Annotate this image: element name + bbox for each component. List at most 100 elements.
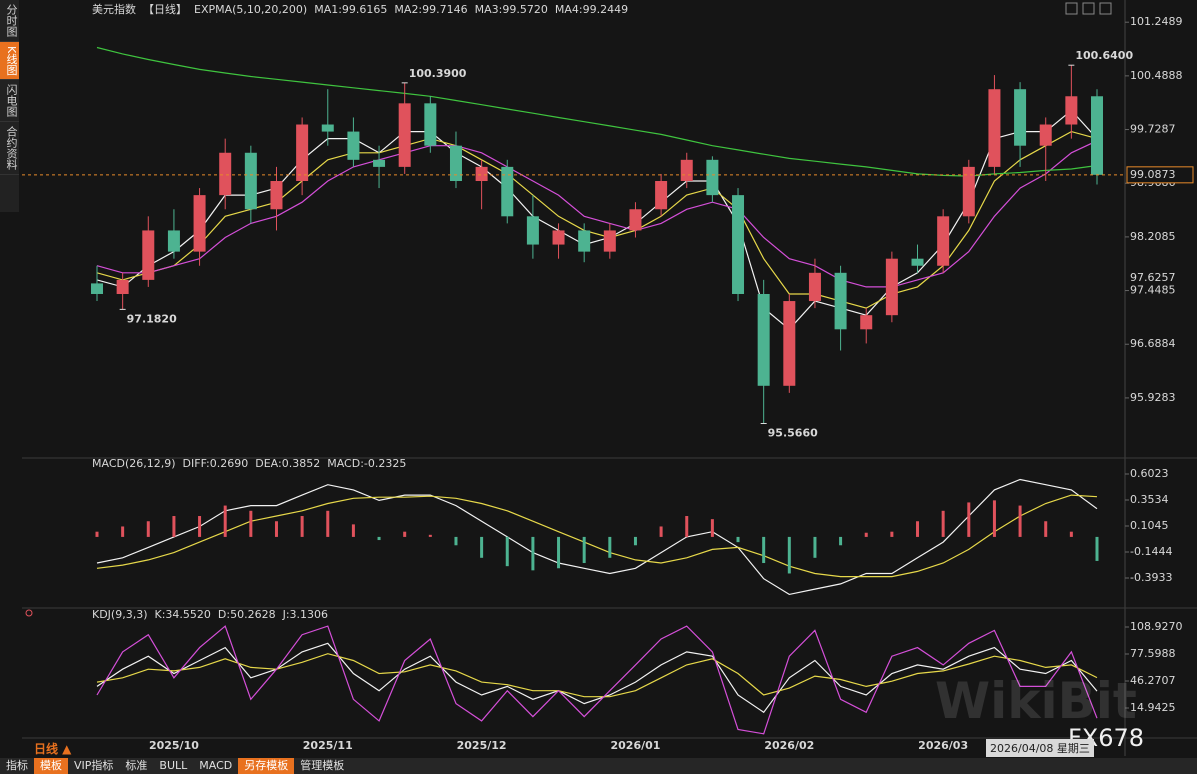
toolbar-button[interactable]: 另存模板 [238, 758, 295, 774]
toolbar-button[interactable]: 模板 [34, 758, 68, 774]
macd-bar [582, 536, 586, 564]
side-tabs: 分时图 K线图 闪电图 合约资料 [0, 0, 19, 212]
y-tick-label: 100.4888 [1130, 69, 1183, 82]
candle-body [347, 131, 360, 160]
candle-body [398, 103, 411, 167]
candle-body [91, 283, 103, 294]
indicator-line [96, 653, 1098, 698]
macd-bar [557, 536, 561, 569]
toolbar-button[interactable]: 标准 [125, 759, 148, 772]
toolbar-button[interactable]: VIP指标 [74, 759, 114, 772]
macd-bar [916, 521, 920, 537]
indicator-line [96, 140, 1098, 288]
x-tick-label: 2026/03 [918, 739, 968, 752]
candle-body [783, 301, 796, 386]
macd-bar [351, 524, 355, 537]
toolbar: 指标 模板 VIP指标 标准 BULL MACD 另存模板 管理模板 [0, 758, 1197, 774]
legend-text: K:34.5520 [155, 608, 211, 621]
macd-bar [326, 510, 330, 537]
legend-text: MA4:99.2449 [555, 3, 628, 16]
legend-text: 美元指数 [92, 2, 136, 16]
candle-body [296, 124, 309, 182]
macd-bar [480, 536, 484, 558]
macd-bar [633, 536, 637, 546]
y-tick-label: 46.2707 [1130, 674, 1176, 687]
cursor-price-label: 97.6257 [1130, 271, 1176, 284]
indicator-line [96, 478, 1098, 596]
period-selector[interactable]: 日线 ▲ [34, 742, 72, 756]
y-tick-label: 101.2489 [1130, 15, 1183, 28]
macd-bar [710, 519, 714, 537]
y-tick-label: 96.6884 [1130, 337, 1176, 350]
last-price-label: 99.0873 [1130, 168, 1176, 181]
macd-bar [505, 536, 509, 567]
macd-bar [172, 516, 176, 537]
macd-bar [198, 516, 202, 537]
candle-body [808, 272, 821, 302]
side-tab[interactable]: 闪电图 [0, 80, 19, 123]
x-tick-label: 2025/10 [149, 739, 199, 752]
macd-bar [531, 536, 535, 571]
macd-bar [403, 531, 407, 537]
candle-body [603, 230, 616, 252]
x-tick-label: 2026/01 [610, 739, 660, 752]
macd-bar [890, 531, 894, 537]
candle-body [860, 315, 873, 330]
macd-bar [992, 500, 996, 537]
toolbar-button[interactable]: 管理模板 [300, 759, 345, 772]
icon[interactable] [1082, 2, 1095, 15]
macd-bar [685, 516, 689, 537]
icon[interactable] [1065, 2, 1078, 15]
macd-bar [839, 536, 843, 546]
x-tick-label: 2026/02 [764, 739, 814, 752]
candle-body [449, 145, 462, 182]
macd-bar [300, 516, 304, 537]
y-tick-label: 14.9425 [1130, 701, 1176, 714]
candle-body [116, 279, 129, 294]
indicator-line [96, 625, 1098, 735]
legend-text: MACD(26,12,9) [92, 457, 176, 470]
cursor-date: 2026/04/08 星期三 [986, 739, 1094, 757]
candle-body [578, 230, 591, 252]
y-tick-label: 99.7287 [1130, 123, 1176, 136]
legend-text: DEA:0.3852 [255, 457, 320, 470]
macd-bar [1044, 521, 1048, 537]
y-tick-label: 98.2085 [1130, 230, 1176, 243]
y-tick-label: -0.3933 [1130, 571, 1172, 584]
legend-text: MA2:99.7146 [394, 3, 467, 16]
icon[interactable] [1099, 2, 1112, 15]
macd-bar [787, 536, 791, 574]
macd-bar [813, 536, 817, 558]
toolbar-button[interactable]: BULL [159, 759, 188, 772]
indicator-line [96, 494, 1098, 578]
annotation: 100.3900 [409, 67, 467, 80]
window-icons[interactable] [1065, 2, 1112, 15]
x-tick-label: 2025/11 [303, 739, 353, 752]
toolbar-button[interactable]: MACD [199, 759, 233, 772]
candle-body [270, 181, 283, 210]
candle-body [834, 272, 847, 330]
macd-bar [762, 536, 766, 564]
candle-body [244, 152, 257, 210]
candle-body [142, 230, 155, 280]
toolbar-button[interactable]: 指标 [6, 759, 28, 772]
indicator-line [96, 642, 1098, 714]
macd-bar [941, 510, 945, 537]
side-tab[interactable]: 合约资料 [0, 122, 19, 176]
macd-bar [121, 526, 125, 537]
side-tab[interactable]: K线图 [0, 42, 19, 81]
x-tick-label: 2025/12 [457, 739, 507, 752]
y-tick-label: 0.6023 [1130, 467, 1169, 480]
macd-bar [377, 536, 381, 541]
side-tab[interactable]: 分时图 [0, 0, 19, 42]
candle-body [757, 293, 770, 386]
panel-icon [25, 609, 33, 617]
candle-body [219, 152, 232, 196]
macd-bar [736, 536, 740, 543]
y-tick-label: 97.4485 [1130, 284, 1176, 297]
macd-bar [608, 536, 612, 558]
annotation: 95.5660 [768, 427, 818, 440]
y-tick-label: -0.1444 [1130, 545, 1172, 558]
